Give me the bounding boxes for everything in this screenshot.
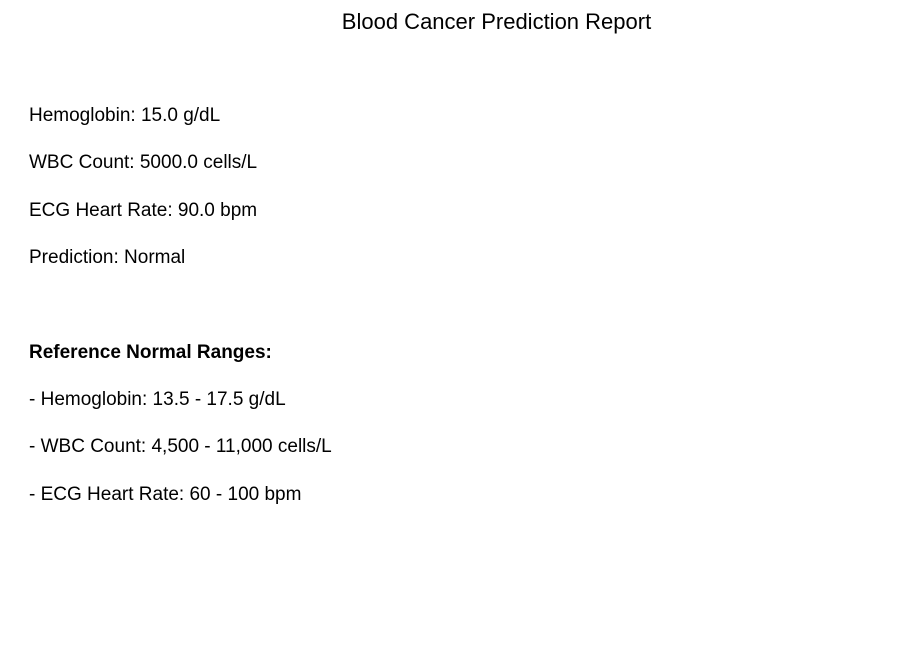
wbc-count-reference-range: - WBC Count: 4,500 - 11,000 cells/L: [29, 436, 332, 457]
ecg-heart-rate-result: ECG Heart Rate: 90.0 bpm: [29, 200, 258, 221]
hemoglobin-result: Hemoglobin: 15.0 g/dL: [29, 105, 221, 126]
reference-ranges-heading: Reference Normal Ranges:: [29, 342, 272, 363]
wbc-count-result: WBC Count: 5000.0 cells/L: [29, 152, 258, 173]
prediction-result: Prediction: Normal: [29, 247, 186, 268]
report-title: Blood Cancer Prediction Report: [341, 9, 652, 34]
ecg-heart-rate-reference-range: - ECG Heart Rate: 60 - 100 bpm: [29, 484, 302, 505]
hemoglobin-reference-range: - Hemoglobin: 13.5 - 17.5 g/dL: [29, 389, 286, 410]
